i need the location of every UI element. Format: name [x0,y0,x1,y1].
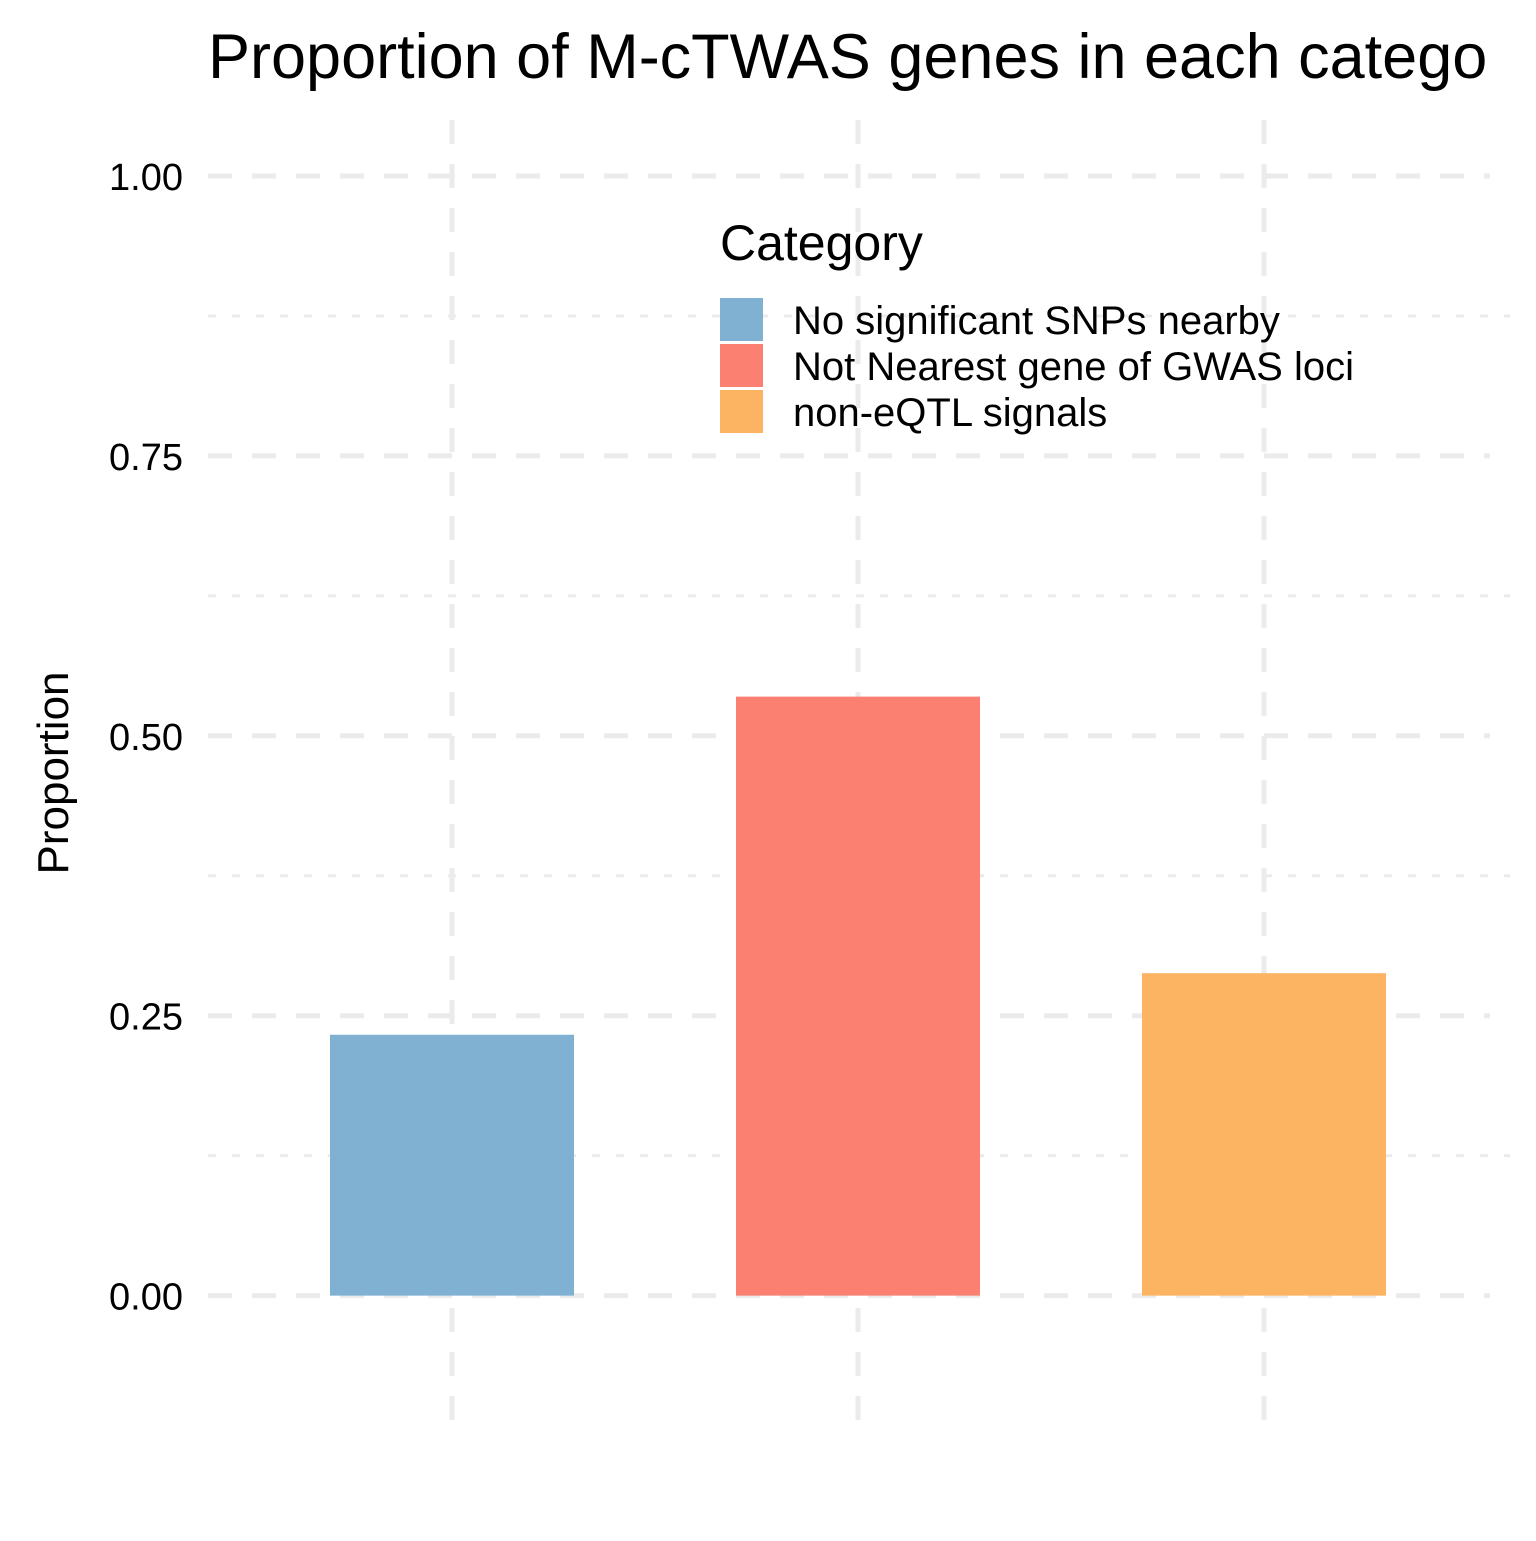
legend-key [720,298,763,341]
legend-title: Category [720,215,923,271]
axis-layer: 0.00 0.25 0.50 0.75 1.00 [109,157,183,1319]
bar [330,1034,574,1296]
y-axis-title: Proportion [29,671,78,874]
y-tick-label: 0.75 [109,437,183,479]
legend-label: non-eQTL signals [793,391,1107,435]
y-tick-label: 0.00 [109,1277,183,1319]
y-tick-label: 0.50 [109,717,183,759]
chart-title: Proportion of M-cTWAS genes in each cate… [208,22,1487,92]
bar [1142,973,1386,1296]
bar-layer [330,696,1386,1296]
bar [736,696,980,1296]
y-tick-label: 1.00 [109,157,183,199]
legend-label: Not Nearest gene of GWAS loci [793,345,1354,389]
legend-key [720,344,763,387]
y-tick-label: 0.25 [109,997,183,1039]
legend-label: No significant SNPs nearby [793,299,1280,343]
legend-key [720,390,763,433]
